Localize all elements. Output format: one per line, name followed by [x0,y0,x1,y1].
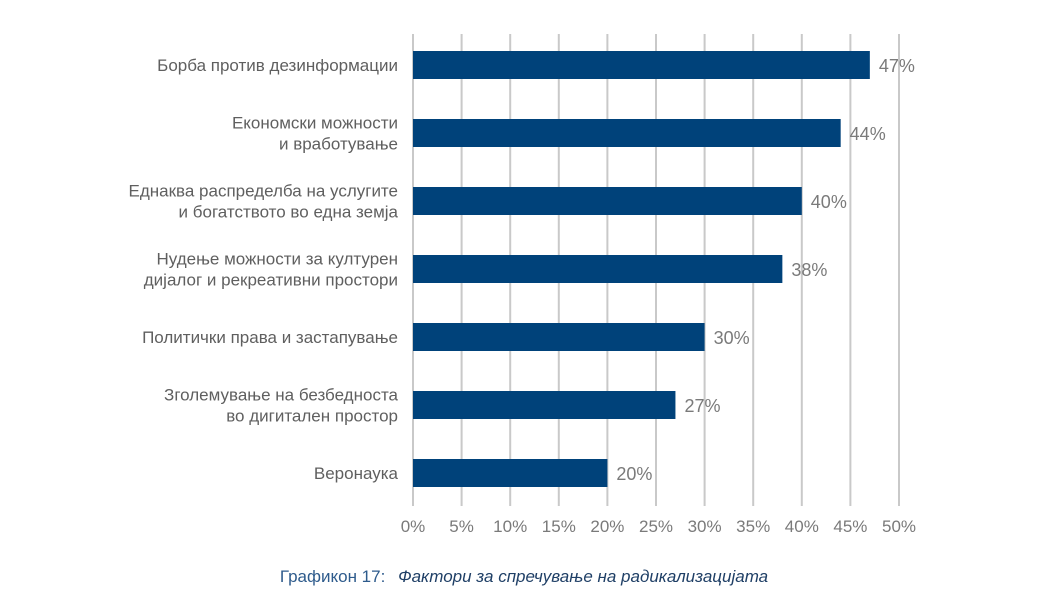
category-label-line: Борба против дезинформации [157,56,398,75]
bar-value-label: 20% [616,464,652,484]
bars [413,51,870,487]
x-tick-label: 5% [449,517,474,536]
category-label-line: Зголемување на безбедноста [164,386,398,405]
x-axis-tick-labels: 0% 5% 10% 15% 20% 25% 30% 35% 40% 45% 50% [401,517,916,536]
category-label-line: Нудење можности за културен [157,250,398,269]
category-labels: Борба против дезинформации Економски можн… [128,56,398,483]
category-label-line: Веронаука [314,464,399,483]
category-label-line: и вработување [279,135,398,154]
category-label: Зголемување на безбедноста во дигитален п… [164,386,398,426]
x-tick-label: 45% [833,517,867,536]
bar-value-label: 40% [811,192,847,212]
bar [413,391,676,419]
category-label-line: Економски можности [232,114,398,133]
figure-caption: Графикон 17: Фактори за спречување на ра… [0,567,1048,587]
bar-value-label: 27% [684,396,720,416]
category-label: Политички права и застапување [142,328,398,347]
bar [413,459,608,487]
category-label: Веронаука [314,464,399,483]
category-label-line: Политички права и застапување [142,328,398,347]
category-label-line: и богатството во една земја [179,203,399,222]
x-tick-label: 50% [882,517,916,536]
x-tick-label: 20% [590,517,624,536]
category-label-line: во дигитален простор [226,407,398,426]
bar-value-label: 47% [879,56,915,76]
bar [413,51,870,79]
x-tick-label: 40% [785,517,819,536]
bar-chart: Борба против дезинформации Економски можн… [128,34,916,536]
x-tick-label: 35% [736,517,770,536]
bar [413,119,841,147]
bar-value-label: 44% [850,124,886,144]
category-label: Економски можности и вработување [232,114,398,154]
caption-title: Фактори за спречување на радикализацијат… [398,567,769,586]
x-tick-label: 25% [639,517,673,536]
category-label: Борба против дезинформации [157,56,398,75]
category-label: Еднаква распределба на услугите и богатст… [128,182,398,222]
value-labels: 47% 44% 40% 38% 30% 27% 20% [616,56,914,484]
bar [413,323,705,351]
category-label-line: дијалог и рекреативни простори [144,271,398,290]
category-label: Нудење можности за културен дијалог и рек… [144,250,398,290]
bar [413,255,783,283]
x-tick-label: 10% [493,517,527,536]
x-tick-label: 0% [401,517,426,536]
x-tick-label: 30% [688,517,722,536]
bar-value-label: 30% [714,328,750,348]
caption-label: Графикон 17: [279,567,386,586]
bar-value-label: 38% [791,260,827,280]
x-tick-label: 15% [542,517,576,536]
bar [413,187,802,215]
category-label-line: Еднаква распределба на услугите [128,182,398,201]
